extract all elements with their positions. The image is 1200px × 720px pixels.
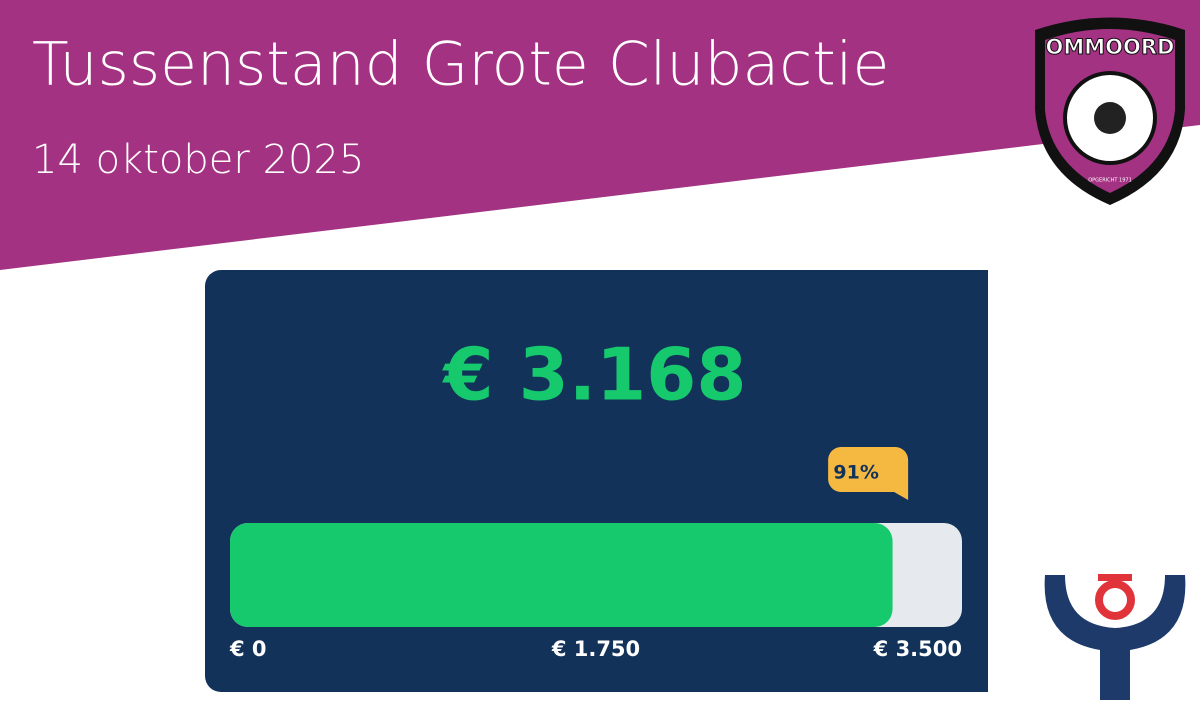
title: Tussenstand Grote Clubactie [32,30,889,100]
progress-bar [230,523,893,627]
logo-name: OMMOORD [1046,35,1175,59]
tick-label: € 0 [229,637,267,661]
percent-label: 91% [833,462,878,484]
total-amount: € 3.168 [442,333,747,417]
logo-top: S.V. [1098,17,1121,30]
banner [0,0,1200,270]
club-logo: S.V. OMMOORD OPGERICHT 1971 [1035,17,1185,205]
tick-label: € 1.750 [551,637,640,661]
logo-founded: OPGERICHT 1971 [1088,178,1132,184]
date: 14 oktober 2025 [32,137,364,183]
percent-badge [828,447,909,500]
panel-edge [970,270,988,692]
tick-label: € 3.500 [873,637,962,661]
action-logo [1044,574,1186,700]
